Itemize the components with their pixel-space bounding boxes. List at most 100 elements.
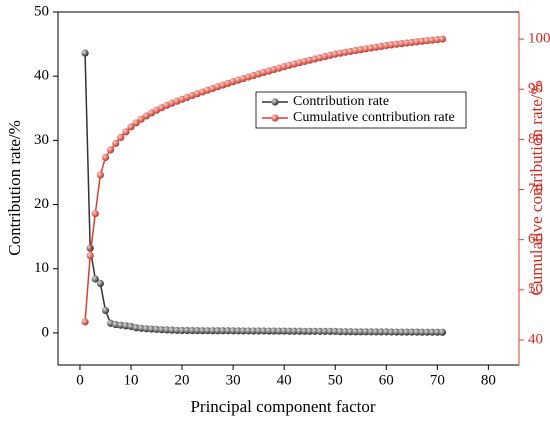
y2-tick-label: 100: [528, 31, 550, 47]
point: [117, 133, 125, 141]
point: [96, 279, 104, 288]
point: [408, 328, 416, 336]
point: [137, 115, 145, 123]
point: [295, 327, 304, 335]
point: [91, 275, 99, 283]
point: [122, 128, 130, 136]
point: [367, 328, 375, 336]
y-tick-label: 0: [42, 324, 50, 340]
point: [178, 326, 186, 335]
y-tick-label: 20: [34, 196, 49, 212]
x-tick-label: 40: [277, 372, 292, 388]
point: [280, 327, 288, 335]
point: [300, 327, 309, 335]
point: [336, 328, 344, 336]
y-tick-label: 30: [34, 132, 49, 148]
point: [377, 328, 385, 336]
point: [158, 326, 166, 334]
point: [392, 328, 401, 336]
point: [275, 327, 283, 335]
point: [249, 327, 258, 335]
point: [428, 328, 436, 336]
point: [423, 328, 431, 336]
point: [346, 328, 355, 336]
point: [198, 327, 207, 335]
legend-label: Contribution rate: [293, 94, 389, 109]
point: [147, 325, 156, 333]
point: [255, 327, 263, 335]
y-tick-label: 50: [34, 3, 49, 19]
point: [193, 326, 201, 335]
point: [352, 328, 360, 336]
legend-marker: [271, 114, 279, 122]
point: [142, 325, 150, 333]
point: [403, 328, 411, 336]
x-tick-label: 30: [226, 372, 241, 388]
point: [127, 123, 135, 131]
y-tick-label: 40: [34, 68, 49, 84]
point: [101, 153, 110, 162]
point: [96, 171, 104, 179]
x-tick-label: 60: [379, 372, 394, 388]
point: [173, 326, 181, 334]
point: [244, 327, 253, 335]
y2-tick-label: 60: [528, 231, 543, 247]
point: [438, 35, 447, 43]
point: [234, 327, 242, 335]
point: [203, 327, 212, 335]
point: [209, 327, 217, 335]
x-tick-label: 80: [481, 372, 496, 388]
y2-tick-label: 90: [528, 81, 543, 97]
point: [219, 327, 227, 335]
y-axis-label: Contribution rate/%: [5, 120, 24, 256]
point: [270, 327, 278, 335]
point: [183, 326, 191, 335]
point: [397, 328, 406, 336]
point: [163, 326, 171, 334]
legend-label: Cumulative contribution rate: [293, 110, 455, 125]
y-tick-label: 10: [34, 260, 49, 276]
point: [86, 252, 94, 260]
x-tick-label: 10: [124, 372, 139, 388]
point: [290, 327, 298, 335]
x-axis-label: Principal component factor: [190, 397, 375, 416]
y2-axis-label: Cumulative contribution rate/%: [527, 80, 546, 295]
y2-tick-label: 80: [528, 131, 543, 147]
x-tick-label: 0: [76, 372, 84, 388]
point: [229, 327, 237, 335]
point: [311, 327, 319, 335]
point: [285, 327, 293, 335]
legend-box: [255, 91, 467, 129]
point: [433, 328, 441, 336]
point: [112, 139, 120, 147]
point: [326, 327, 334, 335]
x-tick-label: 50: [328, 372, 343, 388]
point: [260, 327, 268, 335]
point: [382, 328, 390, 336]
point: [306, 327, 314, 335]
point: [81, 49, 89, 57]
point: [372, 328, 380, 336]
point: [132, 119, 140, 127]
point: [101, 306, 110, 315]
point: [106, 146, 115, 154]
point: [413, 328, 421, 336]
point: [362, 328, 370, 336]
point: [81, 318, 89, 326]
point: [438, 328, 447, 336]
point: [341, 328, 350, 336]
point: [152, 325, 161, 333]
legend-marker: [271, 98, 279, 106]
point: [357, 328, 365, 336]
point: [168, 326, 176, 334]
y2-tick-label: 50: [528, 281, 543, 297]
point: [214, 327, 222, 335]
point: [387, 328, 395, 336]
point: [331, 327, 339, 335]
y2-tick-label: 70: [528, 181, 543, 197]
point: [224, 327, 232, 335]
series-line: [84, 38, 443, 322]
point: [91, 209, 99, 218]
point: [321, 327, 329, 335]
